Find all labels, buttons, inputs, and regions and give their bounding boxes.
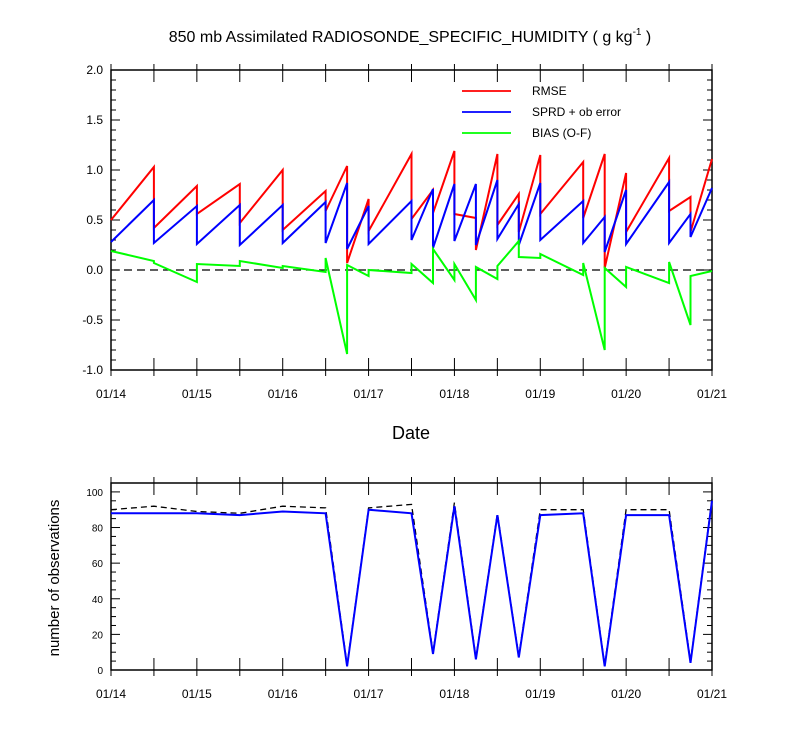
bottom-x-tick-label: 01/20 <box>611 687 641 701</box>
top-x-tick-label: 01/18 <box>439 387 469 401</box>
top-x-tick-label: 01/15 <box>182 387 212 401</box>
bottom-series-assimilated-observations <box>111 500 713 667</box>
top-y-tick-label: 0.0 <box>86 263 103 277</box>
top-y-tick-label: -0.5 <box>82 313 103 327</box>
top-panel: -1.0 -0.5 0.0 0.5 1.0 1.5 2.0 01/14 01/15 01/16 01… <box>82 63 727 401</box>
bottom-x-tick-label: 01/17 <box>354 687 384 701</box>
top-x-tick-label: 01/20 <box>611 387 641 401</box>
bottom-x-tick-label: 01/16 <box>268 687 298 701</box>
top-y-tick-label: 1.0 <box>86 163 103 177</box>
chart-title: 850 mb Assimilated RADIOSONDE_SPECIFIC_H… <box>169 27 652 46</box>
top-x-tick-label: 01/16 <box>268 387 298 401</box>
top-x-tick-label: 01/19 <box>525 387 555 401</box>
bottom-series-total-observations <box>110 498 713 665</box>
legend-label-rmse: RMSE <box>532 84 567 98</box>
bottom-x-tick-label: 01/14 <box>96 687 126 701</box>
bottom-y-tick-label: 40 <box>92 595 104 606</box>
bottom-y-tick-label: 60 <box>92 559 104 570</box>
bottom-y-axis-title: number of observations <box>46 500 63 657</box>
bottom-x-tick-label: 01/19 <box>525 687 555 701</box>
chart-title-superscript: -1 <box>633 27 642 38</box>
bottom-x-tick-label: 01/21 <box>697 687 727 701</box>
top-y-tick-label: 0.5 <box>86 213 103 227</box>
top-y-tick-label: 2.0 <box>86 63 103 77</box>
top-x-tick-label: 01/21 <box>697 387 727 401</box>
chart-title-main: 850 mb Assimilated RADIOSONDE_SPECIFIC_H… <box>169 29 633 46</box>
legend-label-bias-o-f: BIAS (O-F) <box>532 126 591 140</box>
top-series-bias-o-f <box>110 238 713 355</box>
bottom-y-tick-label: 0 <box>97 666 103 677</box>
x-axis-title: Date <box>392 423 430 443</box>
bottom-x-tick-label: 01/15 <box>182 687 212 701</box>
bottom-y-tick-label: 20 <box>92 630 104 641</box>
chart-title-end: ) <box>641 29 651 46</box>
bottom-panel: 0 20 40 60 80 100 01/14 01/15 01/16 01/17 01/18 01/… <box>86 477 727 701</box>
legend-label-sprd-ob-error: SPRD + ob error <box>532 105 621 119</box>
top-y-tick-label: -1.0 <box>82 363 103 377</box>
top-y-tick-label: 1.5 <box>86 113 103 127</box>
bottom-x-tick-label: 01/18 <box>439 687 469 701</box>
bottom-y-tick-label: 100 <box>86 488 103 499</box>
bottom-y-tick-label: 80 <box>92 524 104 535</box>
top-x-tick-label: 01/17 <box>354 387 384 401</box>
top-x-tick-label: 01/14 <box>96 387 126 401</box>
top-series-sprd-ob-error <box>110 178 713 253</box>
